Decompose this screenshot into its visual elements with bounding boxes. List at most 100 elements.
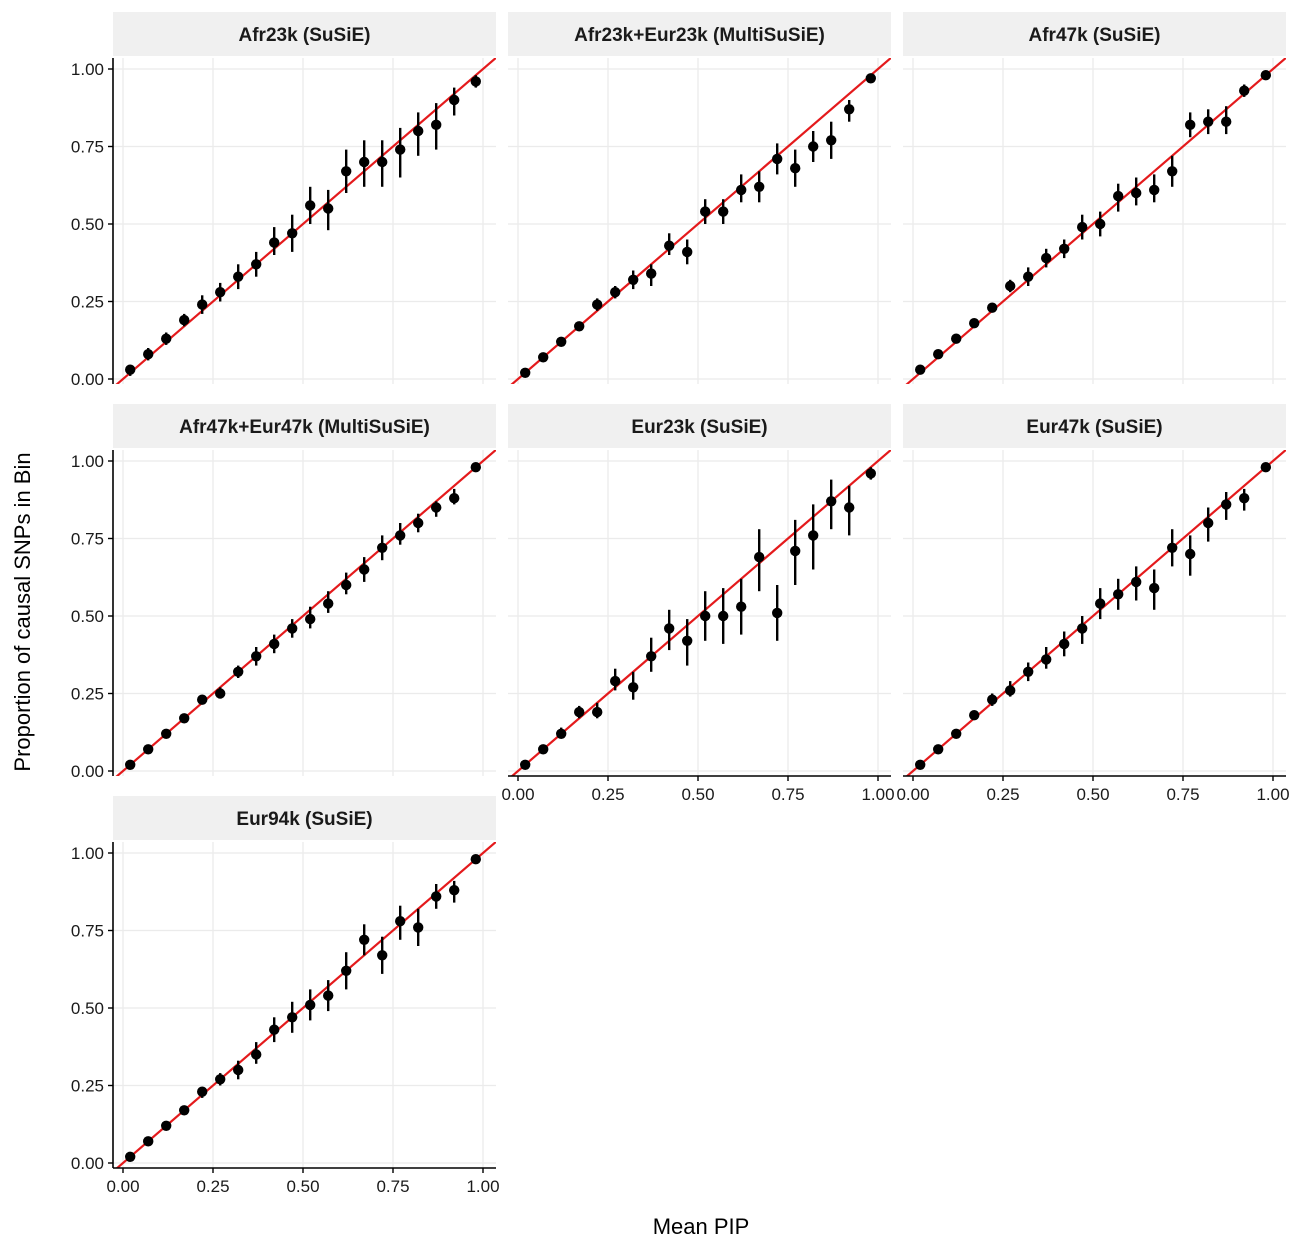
data-point — [1059, 243, 1070, 254]
data-point — [197, 299, 208, 310]
data-point — [718, 610, 729, 622]
facet-strip — [113, 12, 496, 56]
data-point — [700, 610, 711, 622]
data-point — [287, 623, 298, 634]
data-point — [538, 352, 549, 363]
y-tick-label: 0.00 — [71, 1154, 104, 1173]
data-point — [161, 1120, 172, 1132]
data-point — [1131, 187, 1142, 199]
data-point — [736, 184, 747, 196]
data-point — [1059, 638, 1070, 650]
x-tick-label: 1.00 — [1256, 785, 1289, 804]
data-point — [933, 349, 944, 360]
data-point — [377, 542, 388, 553]
data-point — [682, 635, 693, 646]
data-point — [664, 623, 675, 634]
data-point — [251, 651, 262, 662]
data-point — [287, 1012, 298, 1023]
data-point — [1095, 218, 1106, 230]
reference-line — [510, 58, 891, 384]
data-point — [933, 744, 944, 755]
data-point — [556, 336, 567, 347]
data-point — [1239, 493, 1250, 504]
data-point — [1077, 623, 1088, 634]
data-point — [431, 119, 442, 130]
data-point — [592, 706, 603, 718]
data-point — [1203, 517, 1214, 529]
y-tick-label: 0.75 — [71, 530, 104, 549]
data-point — [305, 200, 316, 211]
data-point — [592, 299, 603, 310]
data-point — [718, 206, 729, 217]
data-point — [520, 759, 531, 770]
data-point — [1203, 116, 1214, 127]
x-tick-label: 0.00 — [896, 785, 929, 804]
facet-strip — [113, 404, 496, 448]
x-tick-label: 0.25 — [196, 1177, 229, 1196]
x-axis-title: Mean PIP — [653, 1214, 750, 1239]
data-point — [287, 228, 298, 239]
data-point — [556, 728, 567, 739]
facet-panel: Eur23k (SuSiE) 0.00 0.25 0.50 0.75 1.00 — [501, 404, 895, 804]
facet-panel: Afr47k (SuSiE) — [903, 12, 1286, 384]
y-tick-label: 1.00 — [71, 452, 104, 471]
data-point — [125, 759, 136, 770]
facet-strip — [903, 404, 1286, 448]
data-point — [251, 1049, 262, 1060]
data-point — [1221, 499, 1232, 510]
data-point — [1185, 119, 1196, 130]
data-point — [844, 502, 855, 513]
y-tick-label: 1.00 — [71, 60, 104, 79]
data-point — [790, 163, 801, 174]
facet-title: Afr47k (SuSiE) — [1029, 25, 1161, 46]
facet-panels: Afr23k (SuSiE)0.000.250.500.751.00Afr23k… — [71, 12, 1290, 1196]
data-point — [915, 364, 926, 375]
data-point — [1113, 190, 1124, 202]
data-point — [865, 73, 876, 84]
data-point — [628, 274, 639, 285]
data-point — [646, 651, 657, 662]
x-tick-label: 1.00 — [466, 1177, 499, 1196]
y-tick-label: 1.00 — [71, 844, 104, 863]
y-tick-label: 0.25 — [71, 1077, 104, 1096]
data-point — [808, 141, 819, 152]
data-point — [179, 1105, 190, 1116]
data-point — [323, 990, 334, 1001]
data-point — [808, 530, 819, 541]
data-point — [431, 502, 442, 513]
data-point — [1041, 252, 1052, 264]
x-tick-label: 0.50 — [681, 785, 714, 804]
data-point — [305, 999, 316, 1011]
data-point — [395, 916, 406, 927]
data-point — [682, 246, 693, 258]
data-point — [233, 1064, 244, 1076]
data-point — [520, 367, 531, 378]
data-point — [269, 237, 280, 248]
x-tick-label: 0.00 — [106, 1177, 139, 1196]
data-point — [826, 496, 837, 507]
data-point — [646, 268, 657, 279]
data-point — [323, 598, 334, 609]
data-point — [125, 364, 136, 375]
data-point — [1221, 116, 1232, 127]
data-point — [233, 271, 244, 282]
data-point — [395, 530, 406, 541]
data-point — [1131, 576, 1142, 588]
data-point — [269, 1024, 280, 1035]
data-point — [215, 688, 226, 699]
facet-title: Eur94k (SuSiE) — [236, 809, 372, 830]
y-tick-label: 0.00 — [71, 370, 104, 389]
facet-strip — [508, 12, 891, 56]
data-point — [215, 1074, 226, 1085]
data-point — [413, 125, 424, 137]
data-point — [1149, 582, 1160, 594]
data-point — [1260, 462, 1272, 473]
data-point — [754, 181, 765, 192]
data-point — [179, 314, 190, 326]
data-point — [269, 638, 280, 650]
data-point — [1022, 271, 1034, 282]
data-point — [431, 891, 442, 902]
data-point — [377, 156, 388, 168]
data-point — [1167, 542, 1178, 553]
data-point — [1167, 166, 1178, 177]
